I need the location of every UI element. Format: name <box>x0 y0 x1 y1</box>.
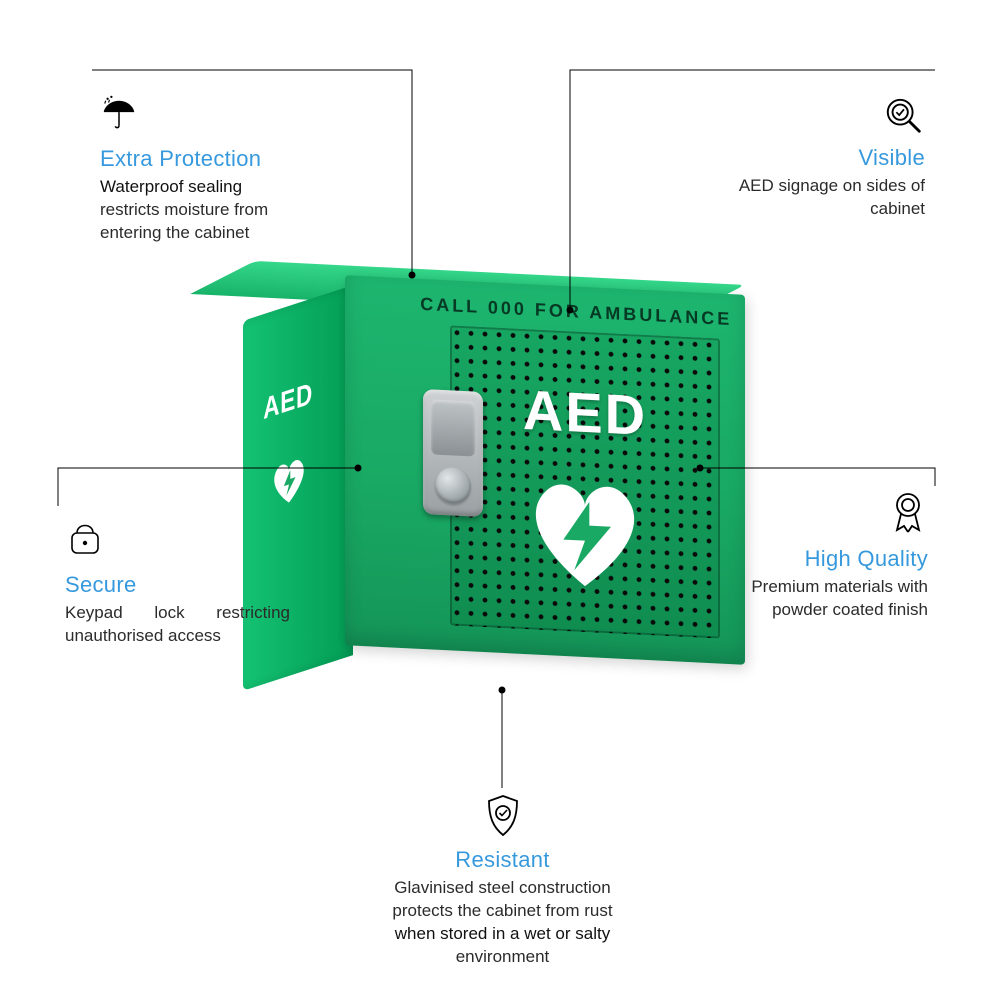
callout-body: Waterproof sealing restricts moisture fr… <box>100 176 300 245</box>
umbrella-icon <box>100 95 300 138</box>
callout-rest: AED signage on sides of cabinet <box>739 176 925 218</box>
callout-title: Secure <box>65 572 290 598</box>
cabinet-front-aed-text: AED <box>523 377 647 448</box>
ribbon-icon <box>698 490 928 538</box>
callout-resistant: Resistant Glavinised steel construction … <box>370 793 635 969</box>
aed-cabinet-illustration: AED CALL 000 FOR AMBULANCE AED <box>215 265 775 695</box>
callout-pre: Glavinised steel construction protects t… <box>392 878 612 920</box>
callout-body: Premium materials with powder coated fin… <box>698 576 928 622</box>
callout-title: High Quality <box>698 546 928 572</box>
lock-icon <box>65 515 290 564</box>
callout-rest: Premium materials with powder coated fin… <box>751 577 928 619</box>
callout-post: environment <box>456 947 550 966</box>
callout-body: Glavinised steel construction protects t… <box>370 877 635 969</box>
callout-strong: Waterproof sealing <box>100 177 242 196</box>
callout-body: Keypad lock restricting unauthorised acc… <box>65 602 290 648</box>
callout-title: Extra Protection <box>100 146 300 172</box>
callout-rest: restricts moisture from entering the cab… <box>100 200 268 242</box>
callout-secure: Secure Keypad lock restricting unauthori… <box>65 515 290 648</box>
cabinet-lock-keypad <box>423 389 483 517</box>
callout-visible: Visible AED signage on sides of cabinet <box>705 95 925 221</box>
cabinet-front-label: CALL 000 FOR AMBULANCE <box>420 294 732 330</box>
callout-rest: Keypad lock restricting unauthorised acc… <box>65 603 290 645</box>
callout-body: AED signage on sides of cabinet <box>705 175 925 221</box>
connector-resistant <box>497 690 507 790</box>
callout-extra-protection: Extra Protection Waterproof sealing rest… <box>100 95 300 245</box>
magnifier-check-icon <box>705 95 925 137</box>
cabinet-front-heart-icon <box>520 464 650 605</box>
cabinet-front-face: CALL 000 FOR AMBULANCE AED <box>345 275 745 665</box>
shield-check-icon <box>370 793 635 839</box>
callout-strong: when stored in a wet or salty <box>395 924 610 943</box>
callout-high-quality: High Quality Premium materials with powd… <box>698 490 928 622</box>
cabinet-mesh-window: AED <box>450 325 720 638</box>
callout-title: Visible <box>705 145 925 171</box>
callout-title: Resistant <box>370 847 635 873</box>
